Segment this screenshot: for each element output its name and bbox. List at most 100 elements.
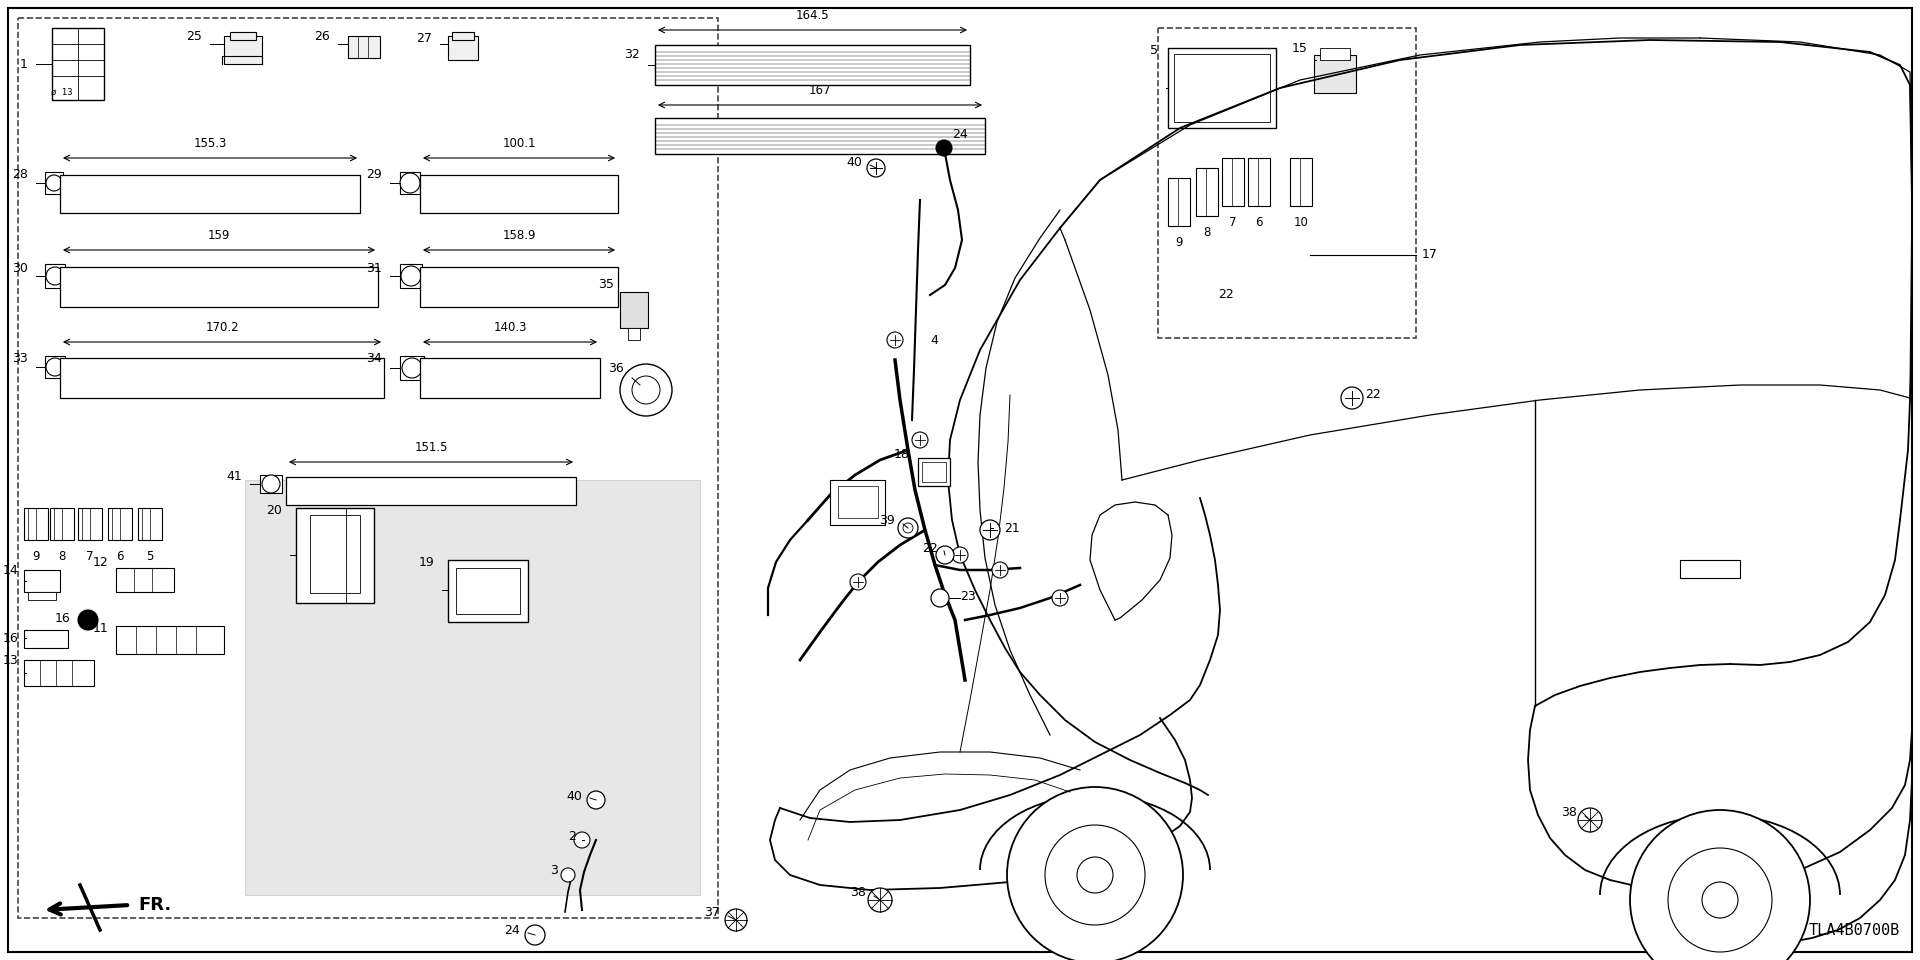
Text: 1: 1 <box>19 58 29 70</box>
Bar <box>1313 55 1356 93</box>
Text: 17: 17 <box>1423 249 1438 261</box>
Text: 16: 16 <box>54 612 69 625</box>
Text: 6: 6 <box>117 550 123 563</box>
Text: 26: 26 <box>315 30 330 42</box>
Text: 41: 41 <box>227 470 242 484</box>
Bar <box>115 626 225 654</box>
Text: 31: 31 <box>367 261 382 275</box>
Circle shape <box>401 358 422 378</box>
Circle shape <box>632 376 660 404</box>
Bar <box>1196 168 1217 216</box>
Bar <box>348 36 380 58</box>
Circle shape <box>931 589 948 607</box>
Circle shape <box>1006 787 1183 960</box>
Circle shape <box>46 175 61 191</box>
Bar <box>918 458 950 486</box>
Circle shape <box>1578 808 1601 832</box>
Circle shape <box>1340 387 1363 409</box>
Circle shape <box>912 432 927 448</box>
Text: 9: 9 <box>1175 236 1183 249</box>
Circle shape <box>46 358 63 376</box>
Text: 2: 2 <box>568 829 576 843</box>
Bar <box>457 568 520 614</box>
Bar <box>922 462 947 482</box>
Circle shape <box>46 267 63 285</box>
Text: FR.: FR. <box>138 896 171 914</box>
Circle shape <box>79 610 98 630</box>
Bar <box>1167 48 1277 128</box>
Bar <box>1680 560 1740 578</box>
Bar <box>23 630 67 648</box>
Bar <box>1321 48 1350 60</box>
Bar <box>1248 158 1269 206</box>
Text: 29: 29 <box>367 169 382 181</box>
Circle shape <box>574 832 589 848</box>
Circle shape <box>937 140 952 156</box>
Circle shape <box>979 520 1000 540</box>
Text: 158.9: 158.9 <box>503 229 536 242</box>
Text: ø 13: ø 13 <box>52 87 73 97</box>
Bar <box>286 477 576 505</box>
Bar <box>399 172 420 194</box>
Bar <box>52 28 104 100</box>
Circle shape <box>993 562 1008 578</box>
Text: 140.3: 140.3 <box>493 321 526 334</box>
Text: 164.5: 164.5 <box>795 9 829 22</box>
Bar <box>23 570 60 592</box>
Text: 36: 36 <box>609 362 624 374</box>
Text: 40: 40 <box>566 789 582 803</box>
Bar <box>108 508 132 540</box>
Circle shape <box>561 868 574 882</box>
Text: 167: 167 <box>808 84 831 97</box>
Text: 13: 13 <box>2 654 17 666</box>
Bar <box>225 36 261 64</box>
Circle shape <box>261 475 280 493</box>
Circle shape <box>588 791 605 809</box>
Text: 38: 38 <box>851 885 866 899</box>
Bar <box>230 32 255 40</box>
Bar <box>420 267 618 307</box>
Text: 27: 27 <box>417 32 432 44</box>
Text: 39: 39 <box>879 514 895 526</box>
Text: 20: 20 <box>267 503 282 516</box>
Circle shape <box>1668 848 1772 952</box>
Bar <box>655 45 970 85</box>
Bar <box>399 264 422 288</box>
Bar <box>23 660 94 686</box>
Bar <box>837 486 877 518</box>
Circle shape <box>851 574 866 590</box>
Bar <box>44 172 63 194</box>
Circle shape <box>1044 825 1144 925</box>
Text: 35: 35 <box>599 278 614 292</box>
Text: 11: 11 <box>92 621 108 635</box>
Text: 19: 19 <box>419 556 434 568</box>
Bar <box>23 508 48 540</box>
Bar <box>17 18 718 918</box>
Bar <box>451 32 474 40</box>
Text: TLA4B0700B: TLA4B0700B <box>1809 923 1901 938</box>
Text: 155.3: 155.3 <box>194 137 227 150</box>
Circle shape <box>937 546 954 564</box>
Circle shape <box>401 266 420 286</box>
Bar <box>60 267 378 307</box>
Text: 37: 37 <box>705 905 720 919</box>
Circle shape <box>1077 857 1114 893</box>
Text: 21: 21 <box>1004 521 1020 535</box>
Bar <box>259 475 282 493</box>
Text: 6: 6 <box>1256 216 1263 229</box>
Text: 100.1: 100.1 <box>503 137 536 150</box>
Circle shape <box>1701 882 1738 918</box>
Bar <box>296 508 374 603</box>
Text: 170.2: 170.2 <box>205 321 238 334</box>
Text: 3: 3 <box>551 863 559 876</box>
Text: 5: 5 <box>1150 43 1158 57</box>
Circle shape <box>868 888 893 912</box>
Bar <box>246 480 701 895</box>
Bar <box>29 592 56 600</box>
Text: 15: 15 <box>1292 41 1308 55</box>
Text: 5: 5 <box>146 550 154 563</box>
Bar <box>50 508 75 540</box>
Bar <box>628 328 639 340</box>
Bar <box>309 515 361 593</box>
Circle shape <box>887 332 902 348</box>
